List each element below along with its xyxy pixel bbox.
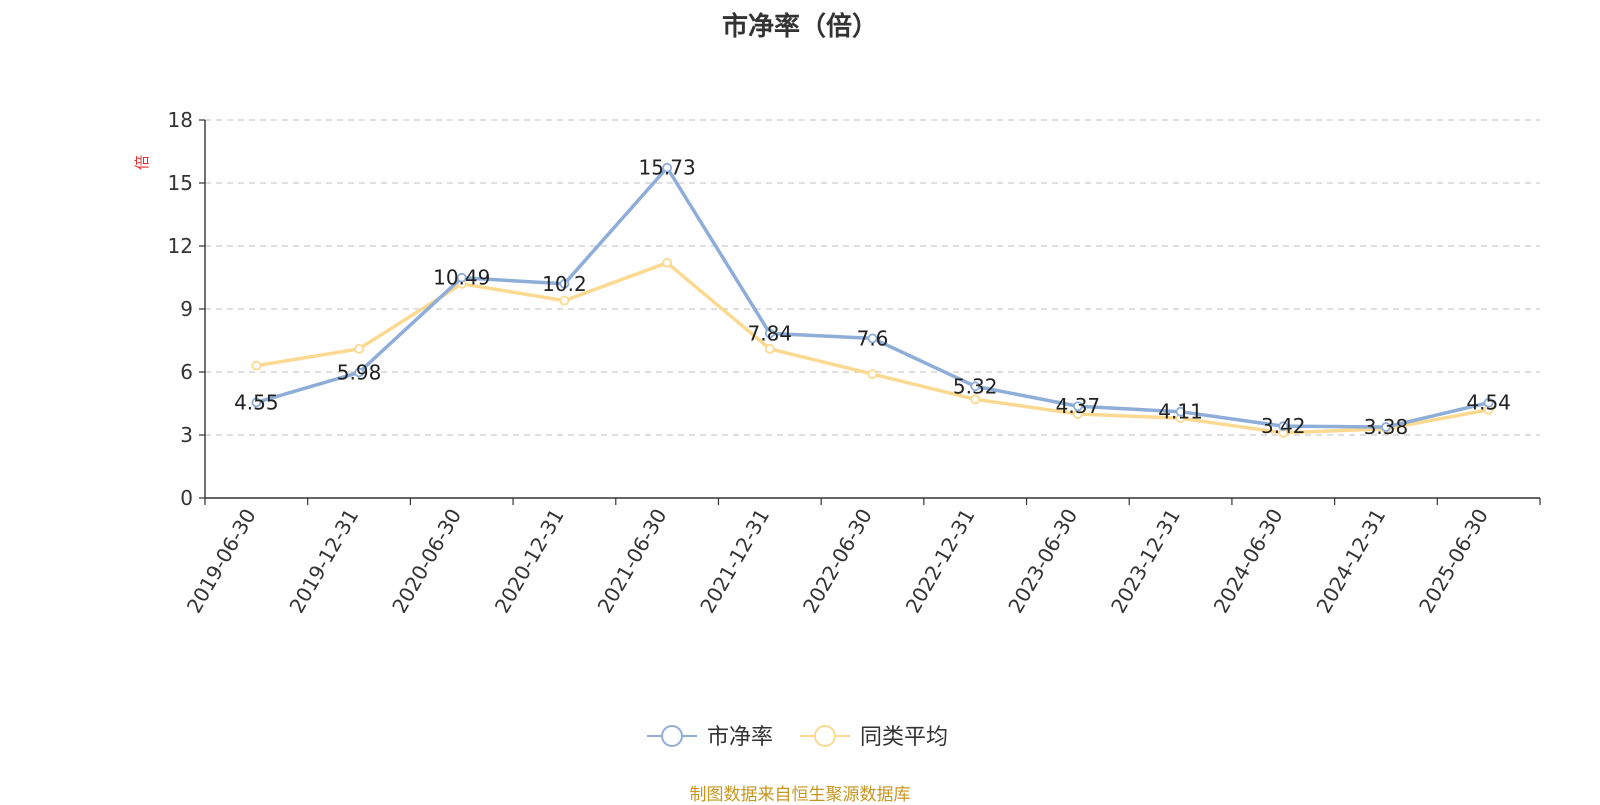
grid-lines xyxy=(205,119,1540,436)
y-tick-label: 6 xyxy=(180,360,193,384)
data-point xyxy=(559,278,570,289)
data-point xyxy=(662,257,673,268)
x-tick-label: 2021-12-31 xyxy=(695,505,774,618)
data-label: 10.49 xyxy=(433,266,490,290)
y-tick-label: 3 xyxy=(180,423,193,447)
x-tick-label: 2022-06-30 xyxy=(798,505,877,618)
data-point xyxy=(1278,421,1289,432)
data-label: 4.54 xyxy=(1466,391,1511,415)
data-point xyxy=(1381,422,1391,432)
y-tick-label: 15 xyxy=(168,171,193,195)
x-tick-label: 2021-06-30 xyxy=(593,505,672,618)
data-label: 3.38 xyxy=(1364,415,1409,439)
y-tick-label: 9 xyxy=(180,297,193,321)
y-tick-label: 18 xyxy=(168,108,193,132)
data-labels: 4.55 5.98 10.49 10.2 15.73 7.84 7.6 5.32 4.37 4.1… xyxy=(234,156,1511,439)
data-point xyxy=(1175,406,1186,417)
data-label: 10.2 xyxy=(542,272,587,296)
data-point xyxy=(867,333,878,344)
x-tick-label: 2019-12-31 xyxy=(284,505,363,618)
x-tick-label: 2024-12-31 xyxy=(1311,505,1390,618)
data-label: 15.73 xyxy=(638,156,695,180)
legend-marker xyxy=(814,725,836,747)
data-point xyxy=(970,394,981,405)
data-label: 4.11 xyxy=(1158,400,1203,424)
data-label: 4.55 xyxy=(234,390,279,414)
data-point xyxy=(1072,401,1083,412)
y-tick-label: 12 xyxy=(168,234,193,258)
data-point xyxy=(456,272,467,283)
x-tick-label: 2020-12-31 xyxy=(490,505,569,618)
data-label: 7.84 xyxy=(748,321,793,345)
series-lines xyxy=(251,162,1494,438)
data-point xyxy=(764,328,775,339)
data-label: 7.6 xyxy=(857,326,889,350)
x-tick-label: 2025-06-30 xyxy=(1414,505,1493,618)
series-line-pb-ratio xyxy=(255,165,1490,429)
data-point xyxy=(867,369,878,380)
legend-label: 同类平均 xyxy=(860,725,948,750)
x-tick-label: 2023-06-30 xyxy=(1003,505,1082,618)
x-tick-label: 2020-06-30 xyxy=(387,505,466,618)
data-point xyxy=(1483,397,1494,408)
data-point xyxy=(559,295,570,306)
legend-item: 市净率 xyxy=(647,725,773,750)
x-tick-label: 2023-12-31 xyxy=(1106,505,1185,618)
x-tick-label: 2024-06-30 xyxy=(1209,505,1288,618)
data-point xyxy=(251,397,262,408)
data-point xyxy=(764,343,775,354)
data-label: 5.32 xyxy=(953,374,998,398)
x-tick-label: 2019-06-30 xyxy=(182,505,261,618)
chart-title: 市净率（倍） xyxy=(721,12,878,42)
source-note: 制图数据来自恒生聚源数据库 xyxy=(689,785,911,805)
y-tick-label: 0 xyxy=(180,486,193,510)
data-label: 5.98 xyxy=(337,360,382,384)
data-point xyxy=(354,367,364,378)
legend-marker xyxy=(661,725,683,747)
legend: 市净率 同类平均 xyxy=(647,725,948,750)
data-label: 3.42 xyxy=(1261,414,1306,438)
data-point xyxy=(662,162,673,173)
data-point xyxy=(970,381,981,392)
legend-item: 同类平均 xyxy=(800,725,948,750)
data-point xyxy=(251,360,262,371)
data-point xyxy=(354,343,364,354)
x-tick-label: 2022-12-31 xyxy=(901,505,980,618)
legend-label: 市净率 xyxy=(707,725,773,750)
data-label: 4.37 xyxy=(1056,394,1101,418)
